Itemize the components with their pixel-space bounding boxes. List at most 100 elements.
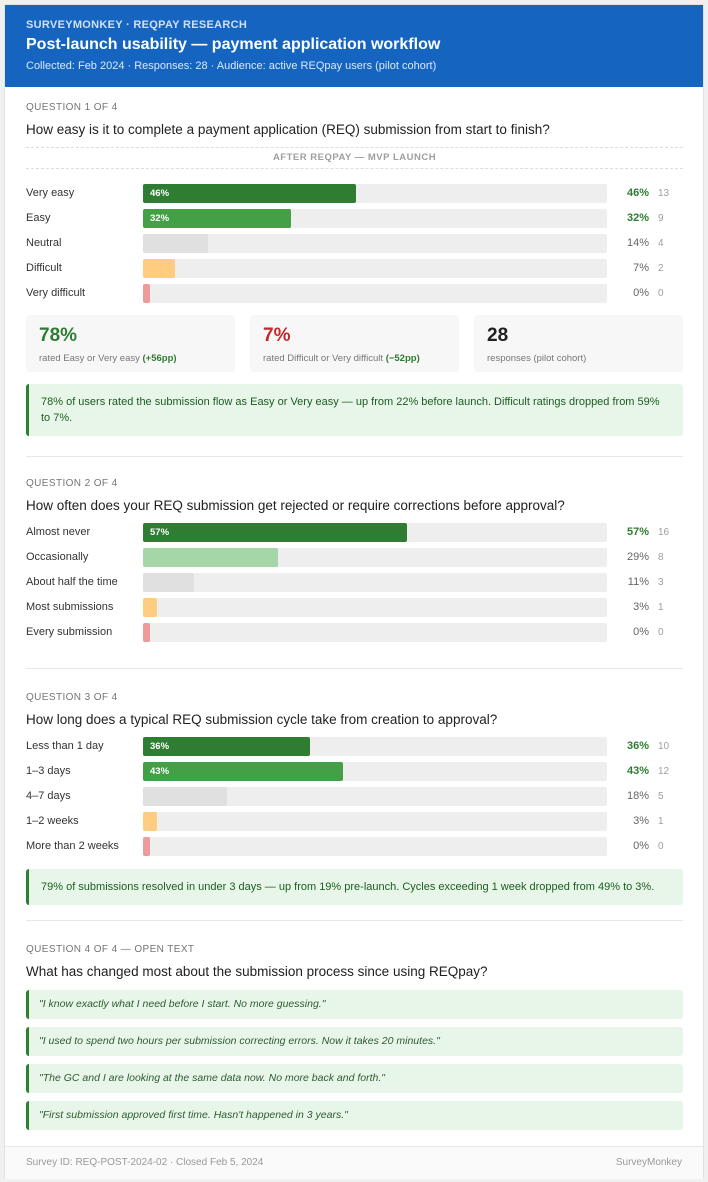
question-3: QUESTION 3 OF 4 How long does a typical …: [26, 692, 683, 905]
option-label: About half the time: [26, 576, 118, 588]
response-row: Every submission 0% 0: [26, 623, 683, 648]
question-label: QUESTION 3 OF 4: [26, 692, 118, 703]
bar-track: [143, 787, 607, 806]
option-percent: 11%: [627, 576, 649, 588]
response-bars: Almost never 57% 57% 16 Occasionally 29% …: [26, 523, 683, 648]
bar-track: [143, 234, 607, 253]
response-quote: "I used to spend two hours per submissio…: [26, 1027, 683, 1056]
report-meta: Collected: Feb 2024 · Responses: 28 · Au…: [26, 60, 437, 72]
option-percent: 3%: [633, 601, 649, 613]
bar-track: [143, 837, 607, 856]
option-count: 2: [658, 263, 664, 274]
stat-card: 7% rated Difficult or Very difficult (−52…: [250, 315, 459, 372]
option-label: Very easy: [26, 187, 75, 199]
bar-fill: [143, 787, 227, 806]
option-count: 4: [658, 238, 664, 249]
response-row: 4–7 days 18% 5: [26, 787, 683, 812]
bar-track: 32%: [143, 209, 607, 228]
option-count: 0: [658, 627, 664, 638]
question-title: How often does your REQ submission get r…: [26, 498, 565, 513]
report-header: SURVEYMONKEY · REQPAY RESEARCH Post-laun…: [5, 5, 703, 87]
option-percent: 0%: [633, 626, 649, 638]
response-row: Easy 32% 32% 9: [26, 209, 683, 234]
option-count: 1: [658, 602, 664, 613]
bar-track: [143, 259, 607, 278]
option-percent: 0%: [633, 840, 649, 852]
bar-fill: [143, 548, 278, 567]
option-count: 10: [658, 741, 670, 752]
bar-track: 43%: [143, 762, 607, 781]
option-count: 16: [658, 527, 670, 538]
option-percent: 29%: [626, 551, 649, 563]
bar-fill: 36%: [143, 737, 311, 756]
question-label: QUESTION 1 OF 4: [26, 102, 118, 113]
option-percent: 57%: [626, 526, 649, 538]
stat-text: responses (pilot cohort): [487, 353, 587, 364]
option-percent: 7%: [633, 262, 649, 274]
option-label: Difficult: [26, 262, 62, 274]
bar-track: [143, 284, 607, 303]
survey-id: Survey ID: REQ-POST-2024-02 · Closed Feb…: [26, 1157, 264, 1168]
option-count: 9: [658, 213, 664, 224]
response-row: Less than 1 day 36% 36% 10: [26, 737, 683, 762]
option-label: More than 2 weeks: [26, 840, 119, 852]
option-percent: 46%: [626, 187, 649, 199]
response-row: 1–3 days 43% 43% 12: [26, 762, 683, 787]
option-label: Every submission: [26, 626, 113, 638]
option-label: Almost never: [26, 526, 91, 538]
option-count: 3: [658, 577, 664, 588]
bar-fill: [143, 837, 150, 856]
question-title: How easy is it to complete a payment app…: [26, 122, 550, 137]
stat-delta: (+56pp): [142, 353, 177, 364]
stat-value: 78%: [39, 325, 78, 346]
response-row: Difficult 7% 2: [26, 259, 683, 284]
bar-track: [143, 573, 607, 592]
option-label: Neutral: [26, 237, 62, 249]
response-row: Almost never 57% 57% 16: [26, 523, 683, 548]
section-divider: [26, 920, 683, 921]
option-label: 4–7 days: [26, 790, 71, 802]
header-eyebrow: SURVEYMONKEY · REQPAY RESEARCH: [26, 19, 248, 31]
option-label: 1–3 days: [26, 765, 71, 777]
stat-delta: (−52pp): [385, 353, 420, 364]
summary-stats: 78% rated Easy or Very easy (+56pp) 7% rat…: [26, 315, 683, 372]
bar-fill: [143, 573, 195, 592]
option-count: 1: [658, 816, 664, 827]
bar-track: [143, 548, 607, 567]
option-count: 8: [658, 552, 664, 563]
question-1: QUESTION 1 OF 4 How easy is it to comple…: [26, 102, 683, 436]
section-divider: [26, 456, 683, 457]
stat-text: rated Easy or Very easy: [39, 353, 140, 364]
option-percent: 32%: [626, 212, 649, 224]
option-percent: 3%: [633, 815, 649, 827]
quote-list: "I know exactly what I need before I sta…: [26, 990, 683, 1130]
response-row: Neutral 14% 4: [26, 234, 683, 259]
option-label: Most submissions: [26, 601, 114, 613]
option-label: Very difficult: [26, 287, 86, 299]
bar-track: 36%: [143, 737, 607, 756]
option-count: 13: [658, 188, 670, 199]
option-percent: 0%: [633, 287, 649, 299]
bar-track: 57%: [143, 523, 607, 542]
bar-fill: 43%: [143, 762, 343, 781]
bar-fill: 32%: [143, 209, 292, 228]
question-2: QUESTION 2 OF 4 How often does your REQ …: [26, 478, 683, 648]
stat-value: 28: [487, 325, 509, 346]
stat-value: 7%: [263, 325, 291, 346]
response-row: Very difficult 0% 0: [26, 284, 683, 309]
report-title: Post-launch usability — payment applicat…: [26, 36, 441, 53]
response-row: More than 2 weeks 0% 0: [26, 837, 683, 862]
bar-fill: [143, 284, 150, 303]
stat-text: rated Difficult or Very difficult: [263, 353, 384, 364]
question-title: How long does a typical REQ submission c…: [26, 712, 498, 727]
response-quote: "The GC and I are looking at the same da…: [26, 1064, 683, 1093]
option-count: 12: [658, 766, 670, 777]
option-percent: 36%: [626, 740, 649, 752]
response-quote: "First submission approved first time. H…: [26, 1101, 683, 1130]
survey-report-card: SURVEYMONKEY · REQPAY RESEARCH Post-laun…: [4, 4, 704, 1179]
bar-fill: 46%: [143, 184, 357, 203]
phase-label: AFTER REQPAY — MVP LAUNCH: [26, 147, 683, 169]
response-row: 1–2 weeks 3% 1: [26, 812, 683, 837]
report-footer: Survey ID: REQ-POST-2024-02 · Closed Feb…: [5, 1146, 703, 1179]
bar-fill: [143, 234, 208, 253]
